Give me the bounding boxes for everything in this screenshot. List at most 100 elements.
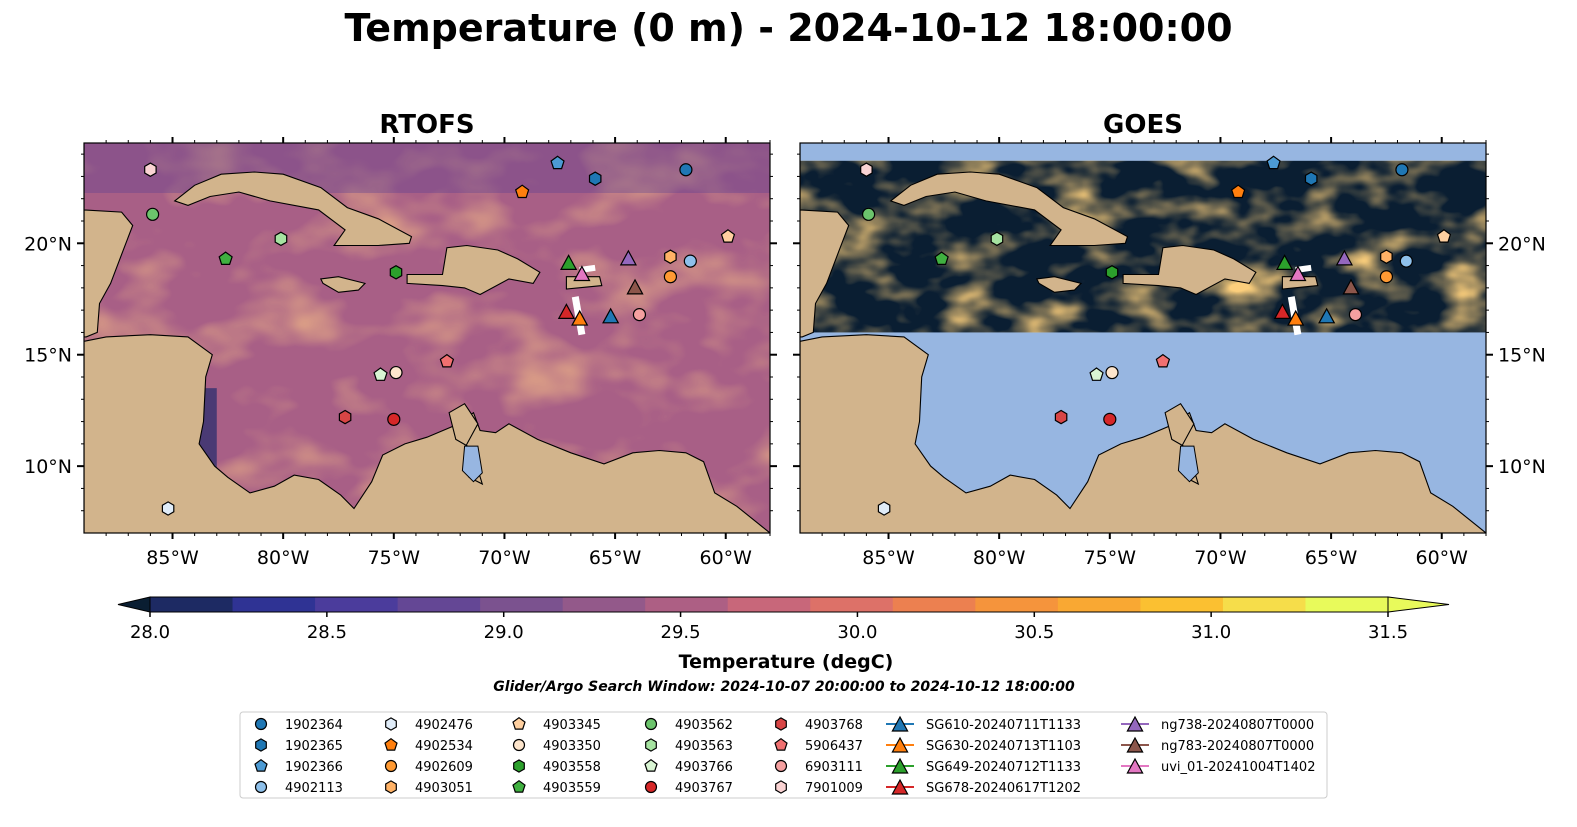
legend-item: 1902364 [254,717,343,733]
lat-tick-label: 20°N [24,233,72,255]
legend-marker [384,737,398,751]
rtofs-panel: RTOFS 85°W 80°W 75°W 70°W 65°W 60°W 10°N 15°N 20°… [24,110,777,569]
platform-4902113 [683,254,697,268]
lat-tick-label: 10°N [24,456,72,478]
panel-title: GOES [1103,110,1183,140]
legend-label: 4902609 [415,760,473,775]
lon-tick-label: 75°W [368,547,421,569]
platform-4903562 [861,207,876,221]
lon-tick-label: 65°W [589,547,642,569]
panel-title: RTOFS [379,110,474,140]
map-frame [799,142,1487,534]
land-mass [173,171,413,247]
lat-tick-label: 15°N [24,345,72,367]
legend-item: 4902476 [385,717,473,733]
land-mass [800,143,850,338]
colorbar-frame [149,596,1389,613]
legend-label: SG649-20240712T1133 [926,760,1081,775]
platform-SG678-20240617T1202 [557,303,576,319]
legend-marker [512,716,526,730]
colorbar-segment [562,597,646,612]
platform-4903559 [934,251,949,265]
platform-4903767 [387,412,401,426]
lat-tick-label: 20°N [1498,233,1546,255]
legend-item: 4902609 [384,759,473,775]
platform-4903766 [373,367,388,381]
legend-marker [512,779,526,793]
lake [461,445,483,483]
legend-item: 7901009 [775,780,863,796]
colorbar-tick-label: 31.5 [1368,622,1408,643]
legend-item: 4902113 [254,780,343,796]
legend-marker [512,738,526,752]
land-mass [406,244,541,296]
platform-4903767 [1103,412,1117,426]
legend-item: 4903345 [512,716,601,733]
platform-4903558 [1105,265,1119,280]
lake [1177,445,1199,483]
legend-label: SG610-20240711T1133 [926,718,1081,733]
platform-1902365 [1304,171,1318,186]
legend-marker [775,717,787,731]
legend-label: 1902364 [285,718,343,733]
legend-item: SG630-20240713T1103 [886,736,1081,754]
legend-marker [513,759,525,773]
legend-item: 4903562 [644,717,733,733]
land-mass [1122,244,1257,296]
platform-4903345 [720,229,736,243]
platform-ng783-20240807T0000 [1342,278,1360,295]
legend-marker [254,758,268,772]
land-mass [1035,276,1083,293]
legend-marker [774,737,788,751]
platform-4903558 [389,265,403,280]
colorbar-segment [727,597,811,612]
lon-tick-label: 60°W [700,547,753,569]
legend-label: 5906437 [805,739,863,754]
colorbar-tick-label: 29.5 [661,622,701,643]
platform-SG678-20240617T1202 [1273,303,1292,319]
legend-marker [774,759,788,773]
platform-6903111 [632,308,647,322]
platform-1902365 [588,171,602,186]
legend-label: 4902113 [285,781,343,796]
goes-panel: GOES 85°W 80°W 75°W 70°W 65°W 60°W 10°N 15°N 20°N [793,110,1546,569]
legend-marker [644,758,658,772]
legend-marker [1126,736,1144,753]
colorbar-segment [150,597,234,612]
platform-SG630-20240713T1103 [1287,309,1305,326]
colorbar-extend-max [1387,596,1450,613]
legend-label: ng783-20240807T0000 [1161,739,1314,754]
legend-marker [254,780,268,794]
legend-item: SG649-20240712T1133 [886,757,1081,775]
goes-sst-swath [800,160,1486,333]
platform-4903768 [1054,409,1068,425]
legend-label: 4903559 [543,781,601,796]
legend-label: 4903767 [675,781,733,796]
colorbar-tick-label: 29.0 [484,622,524,643]
legend-marker [891,736,909,753]
legend-label: 4902476 [415,718,473,733]
colorbar-tick-label: 30.5 [1014,622,1054,643]
legend-item: SG610-20240711T1133 [886,715,1081,733]
platform-uvi_01-20241004T1402 [1289,265,1307,282]
platform-SG649-20240712T1133 [1276,254,1294,270]
legend-item: SG678-20240617T1202 [886,778,1081,796]
colorbar-segment [645,597,729,612]
legend-marker [891,757,909,774]
platform-4903562 [146,207,160,221]
platform-7901009 [860,162,873,177]
platform-4903768 [338,409,352,425]
lon-tick-label: 85°W [146,547,199,569]
legend-marker [254,717,268,731]
map-frame [83,142,771,534]
legend-item: 4903766 [644,758,733,775]
platform-4903563 [990,231,1004,247]
legend-item: 4903350 [512,738,601,754]
lon-tick-label: 70°W [1194,547,1247,569]
legend-box [239,711,1328,799]
legend-label: SG630-20240713T1103 [926,739,1081,754]
platform-5906437 [439,353,455,368]
colorbar-segment [1140,597,1224,612]
colorbar-segment [232,597,316,612]
legend-item: uvi_01-20241004T1402 [1121,757,1315,775]
